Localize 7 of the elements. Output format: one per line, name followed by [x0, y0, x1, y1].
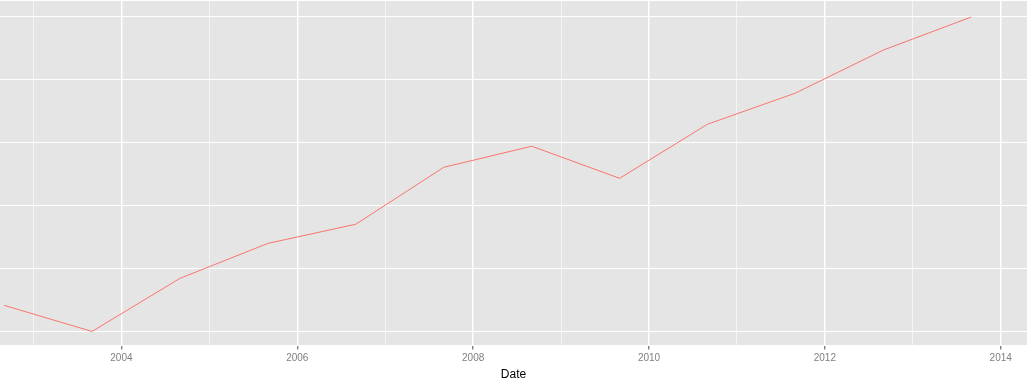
- x-tick-label: 2006: [286, 352, 309, 364]
- x-tick-label: 2012: [813, 352, 837, 364]
- x-tick-label: 2008: [462, 352, 485, 364]
- x-tick-label: 2010: [637, 352, 661, 364]
- x-tick-label: 2004: [110, 352, 133, 364]
- x-tick-label: 2014: [989, 352, 1013, 364]
- x-axis-title: Date: [500, 367, 527, 382]
